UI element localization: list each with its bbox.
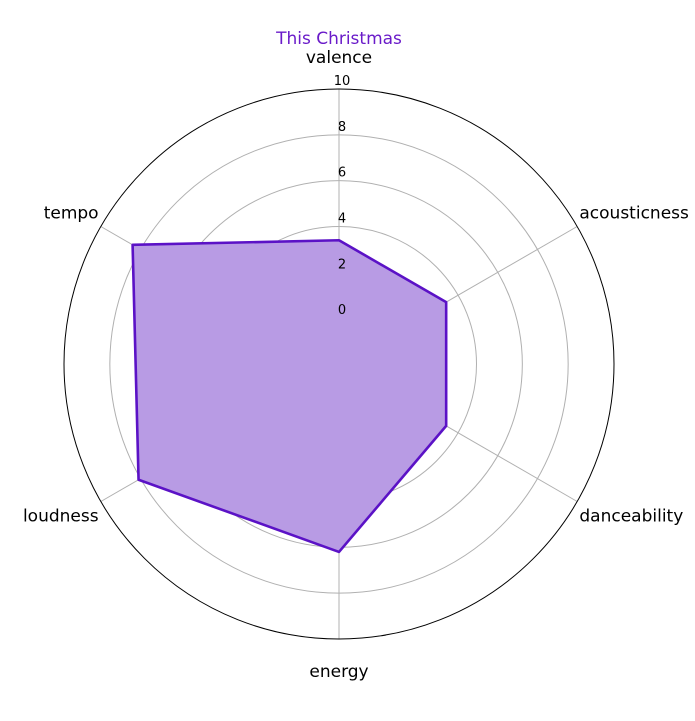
series-layer	[131, 238, 448, 554]
axis-label-valence: valence	[306, 48, 372, 68]
outer-ring	[63, 88, 615, 640]
r-tick-label-10: 10	[334, 74, 351, 89]
chart-title: This Christmas	[275, 29, 402, 49]
axis-label-tempo: tempo	[44, 204, 99, 224]
r-tick-label-6: 6	[338, 166, 346, 181]
r-tick-label-8: 8	[338, 120, 346, 135]
axis-label-acousticness: acousticness	[579, 204, 689, 224]
series-line-0	[131, 238, 448, 554]
axis-label-danceability: danceability	[579, 507, 683, 527]
label-layer: 0 2 4 6 8 10 valence acousticness danceability en…	[23, 48, 689, 682]
r-tick-label-2: 2	[338, 257, 346, 272]
r-tick-label-4: 4	[338, 212, 346, 227]
series-area-0	[132, 240, 447, 552]
r-tick-label-0: 0	[338, 303, 346, 318]
axis-label-energy: energy	[309, 662, 368, 682]
axis-label-loudness: loudness	[23, 507, 99, 527]
